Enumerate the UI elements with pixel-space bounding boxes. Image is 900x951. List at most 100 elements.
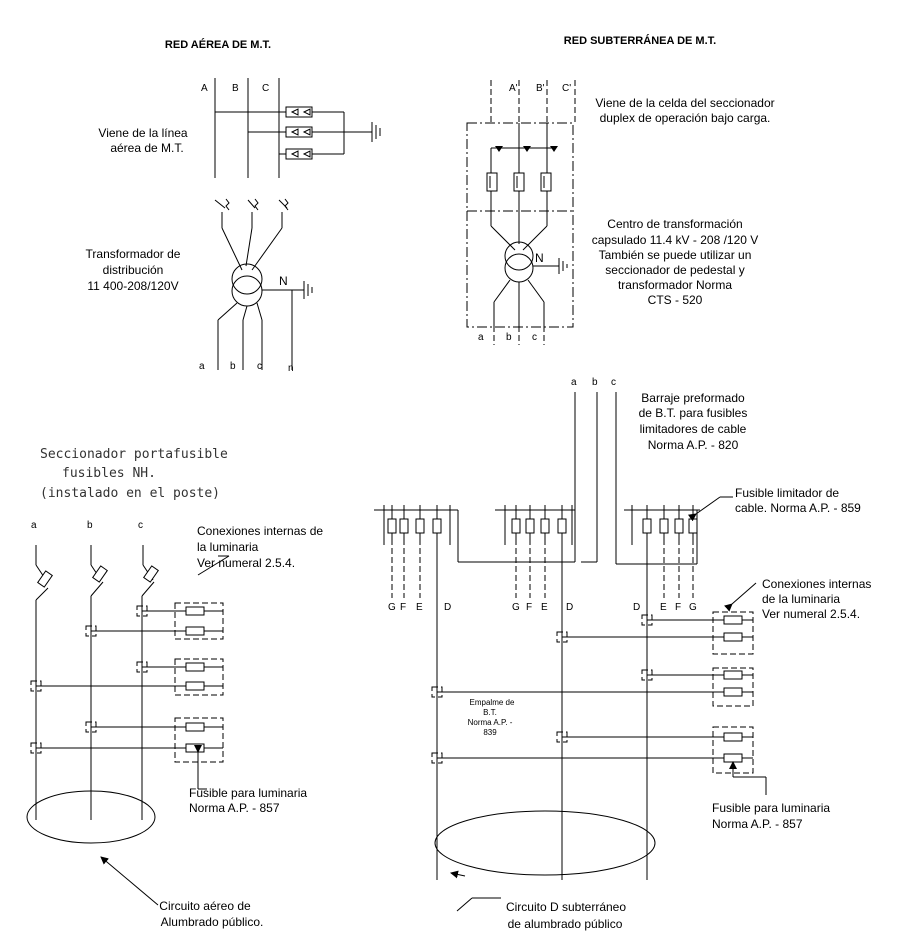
fuse-icon xyxy=(433,519,441,533)
ground-icon xyxy=(372,122,380,142)
busbar-label-2: de B.T. para fusibles xyxy=(639,406,748,420)
right-internal-label-3: Ver numeral 2.5.4. xyxy=(762,607,860,621)
disconnector-label-2: fusibles NH. xyxy=(62,466,156,481)
busbar-label-4: Norma A.P. - 820 xyxy=(648,438,739,452)
fuse-icon xyxy=(558,519,566,533)
phase-label-b: b xyxy=(506,332,512,343)
lv-distribution: a b c G F E D xyxy=(374,377,766,911)
phase-label-B: B xyxy=(232,83,239,94)
fuse-icon xyxy=(724,671,742,679)
group2-letter-D: D xyxy=(566,602,573,613)
surge-arrester-icon xyxy=(286,127,312,137)
left-transformer-label-2: distribución xyxy=(103,263,164,277)
splice-label-3: Norma A.P. - xyxy=(468,718,513,727)
surge-arrester-icon xyxy=(286,107,312,117)
fuse-icon xyxy=(487,173,497,191)
left-circuit-label-2: Alumbrado público. xyxy=(161,915,264,929)
left-fuse-label-1: Fusible para luminaria xyxy=(189,786,307,800)
group2-letter-G: G xyxy=(512,602,520,613)
bus-phase-label-c: c xyxy=(611,377,616,388)
fuse-icon xyxy=(724,733,742,741)
transformer-icon xyxy=(232,264,262,294)
fuse-group-3 xyxy=(632,505,697,564)
fuse-icon xyxy=(186,627,204,635)
fuse-icon xyxy=(186,744,204,752)
splice-label-2: B.T. xyxy=(483,708,497,717)
fuse-icon xyxy=(526,519,534,533)
fuse-icon xyxy=(675,519,683,533)
fuse-icon xyxy=(514,173,524,191)
left-source-label-1: Viene de la línea xyxy=(98,126,188,140)
right-circuit-label-1: Circuito D subterráneo xyxy=(506,900,626,914)
disconnector-label-1: Seccionador portafusible xyxy=(40,447,228,462)
right-source-label-2: duplex de operación bajo carga. xyxy=(600,111,771,125)
limiter-label-1: Fusible limitador de xyxy=(735,486,839,500)
fuse-icon xyxy=(724,688,742,696)
fuse-icon xyxy=(660,519,668,533)
right-transformer-label-5: transformador Norma xyxy=(618,278,732,292)
left-lighting-circuit: a b c xyxy=(27,520,229,905)
fuse-icon xyxy=(724,754,742,762)
group1-letter-D: D xyxy=(444,602,451,613)
bus-phase-label-b: b xyxy=(592,377,598,388)
fuse-icon xyxy=(186,607,204,615)
right-transformer-label-1: Centro de transformación xyxy=(607,217,742,231)
phase-label-c: c xyxy=(257,361,262,372)
right-transformer-label-3: También se puede utilizar un xyxy=(599,248,752,262)
right-mv-feed: A' B' C' N xyxy=(467,80,575,345)
fuse-icon xyxy=(643,519,651,533)
phase-label-b: b xyxy=(87,520,93,531)
group1-letter-E: E xyxy=(416,602,423,613)
left-transformer: N a b c n xyxy=(199,199,312,374)
group3-letter-D: D xyxy=(633,602,640,613)
disconnector-label-3: (instalado en el poste) xyxy=(40,486,220,501)
drop-fuse-icon xyxy=(215,200,287,208)
left-internal-label-1: Conexiones internas de xyxy=(197,524,323,538)
fuse-icon xyxy=(388,519,396,533)
fuse-icon xyxy=(689,519,697,533)
left-internal-label-2: la luminaria xyxy=(197,540,259,554)
fuse-group-2 xyxy=(505,505,572,545)
phase-label-A: A xyxy=(201,83,208,94)
phase-label-n: n xyxy=(288,363,294,374)
fuse-icon xyxy=(186,682,204,690)
right-fuse-label-2: Norma A.P. - 857 xyxy=(712,817,803,831)
group1-letter-G: G xyxy=(388,602,396,613)
fuse-icon xyxy=(400,519,408,533)
surge-arrester-icon xyxy=(286,149,312,159)
circuit-loop xyxy=(435,811,655,875)
group1-letter-F: F xyxy=(400,602,406,613)
phase-label-A: A' xyxy=(509,83,518,94)
ground-icon xyxy=(559,258,567,274)
phase-label-B: B' xyxy=(536,83,545,94)
group2-letter-F: F xyxy=(526,602,532,613)
phase-label-a: a xyxy=(31,520,37,531)
group3-letter-E: E xyxy=(660,602,667,613)
fuse-group-1 xyxy=(384,505,450,545)
left-transformer-label-3: 11 400-208/120V xyxy=(87,279,178,293)
group3-letter-G: G xyxy=(689,602,697,613)
fuse-icon xyxy=(186,663,204,671)
fuse-icon xyxy=(416,519,424,533)
left-title: RED AÉREA DE M.T. xyxy=(165,38,271,51)
right-fuse-label-1: Fusible para luminaria xyxy=(712,801,830,815)
right-neutral-label: N xyxy=(535,251,544,265)
phase-label-C: C xyxy=(262,83,269,94)
nh-fuse-icon xyxy=(38,566,159,587)
phase-label-a: a xyxy=(478,332,484,343)
left-circuit-label-1: Circuito aéreo de xyxy=(159,899,251,913)
fuse-icon xyxy=(512,519,520,533)
right-circuit-label-2: de alumbrado público xyxy=(508,917,623,931)
right-internal-label-2: de la luminaria xyxy=(762,592,840,606)
group3-letter-F: F xyxy=(675,602,681,613)
transformer-icon xyxy=(505,242,533,270)
bus-phase-label-a: a xyxy=(571,377,577,388)
busbar-label-3: limitadores de cable xyxy=(640,422,747,436)
phase-label-a: a xyxy=(199,361,205,372)
neutral-label: N xyxy=(279,274,288,288)
splice-label-4: 839 xyxy=(483,728,497,737)
left-fuse-label-2: Norma A.P. - 857 xyxy=(189,801,280,815)
left-internal-label-3: Ver numeral 2.5.4. xyxy=(197,556,295,570)
phase-label-b: b xyxy=(230,361,236,372)
phase-label-C: C' xyxy=(562,83,571,94)
